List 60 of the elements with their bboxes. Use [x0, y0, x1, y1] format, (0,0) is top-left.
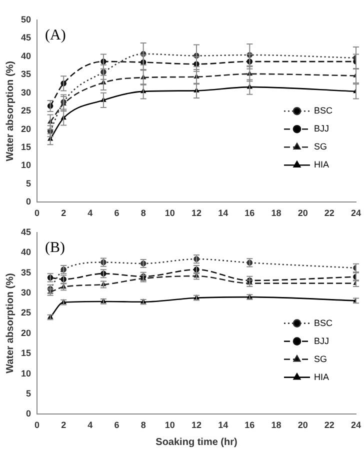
x-tick-label: 24 — [350, 208, 361, 218]
y-tick-label: 10 — [20, 160, 32, 170]
y-tick-label: 25 — [20, 106, 32, 116]
x-tick-label: 6 — [114, 208, 120, 218]
y-tick-label: 50 — [20, 14, 32, 24]
y-tick-label: 5 — [26, 388, 32, 398]
y-tick-label: 45 — [20, 32, 32, 43]
x-tick-label: 22 — [324, 208, 334, 218]
y-axis-title: Water absorption (%) — [4, 273, 16, 374]
x-tick-label: 0 — [34, 420, 40, 430]
y-tick-label: 20 — [20, 124, 32, 134]
y-tick-label: 35 — [20, 267, 32, 278]
y-tick-label: 40 — [20, 50, 32, 61]
text: (B) — [45, 240, 66, 256]
x-tick-label: 4 — [88, 208, 93, 218]
x-tick-label: 12 — [191, 420, 202, 430]
x-tick-label: 10 — [164, 208, 175, 218]
x-tick-label: 22 — [324, 420, 334, 430]
x-tick-label: 6 — [114, 420, 120, 430]
x-tick-label: 20 — [298, 208, 308, 218]
legend-label: SG — [314, 142, 328, 152]
x-tick-label: 0 — [34, 208, 40, 218]
y-tick-label: 45 — [20, 226, 32, 237]
x-tick-label: 24 — [350, 420, 361, 430]
legend-label: BJJ — [314, 124, 330, 134]
legend-label: BSC — [314, 106, 333, 116]
x-tick-label: 16 — [244, 420, 255, 430]
x-tick-label: 4 — [88, 420, 93, 430]
x-tick-label: 2 — [61, 208, 66, 218]
x-axis-title: Soaking time (hr) — [156, 436, 238, 448]
y-tick-label: 0 — [26, 196, 32, 207]
y-tick-label: 10 — [20, 368, 32, 378]
y-tick-label: 25 — [20, 308, 32, 318]
y-axis-title: Water absorption (%) — [4, 61, 16, 162]
y-tick-label: 35 — [20, 69, 32, 80]
x-tick-label: 16 — [244, 208, 255, 218]
y-tick-label: 20 — [20, 328, 32, 338]
x-tick-label: 2 — [61, 420, 66, 430]
y-tick-label: 30 — [20, 287, 32, 298]
y-tick-label: 40 — [20, 247, 32, 258]
x-tick-label: 18 — [271, 208, 282, 218]
legend-label: BSC — [314, 318, 333, 328]
x-tick-label: 8 — [140, 420, 146, 430]
x-tick-label: 12 — [191, 208, 202, 218]
legend-label: HIA — [314, 160, 330, 170]
y-tick-label: 30 — [20, 87, 32, 98]
y-tick-label: 0 — [26, 408, 32, 419]
legend-label: SG — [314, 354, 328, 364]
legend-label: HIA — [314, 372, 330, 382]
x-tick-label: 14 — [218, 420, 228, 430]
x-tick-label: 8 — [140, 208, 146, 218]
legend-label: BJJ — [314, 336, 330, 346]
text: (A) — [45, 27, 66, 44]
x-tick-label: 14 — [218, 208, 228, 218]
y-tick-label: 5 — [26, 178, 32, 188]
y-tick-label: 15 — [20, 348, 32, 358]
x-tick-label: 18 — [271, 420, 282, 430]
y-tick-label: 15 — [20, 142, 32, 152]
x-tick-label: 10 — [164, 420, 175, 430]
x-tick-label: 20 — [298, 420, 308, 430]
